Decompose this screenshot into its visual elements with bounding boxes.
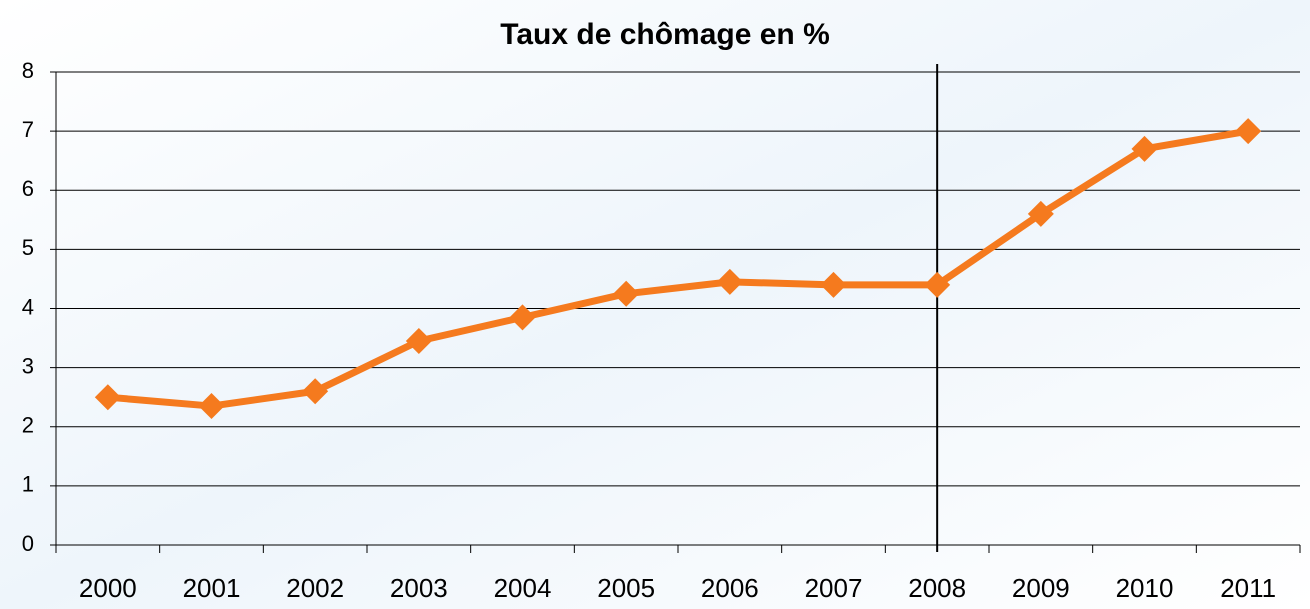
data-point xyxy=(1027,200,1054,227)
x-tick-label: 2010 xyxy=(1116,573,1174,603)
x-tick-label: 2005 xyxy=(597,573,655,603)
y-tick-label: 2 xyxy=(22,413,34,438)
x-tick-label: 2011 xyxy=(1220,573,1276,603)
x-tick-label: 2000 xyxy=(79,573,137,603)
data-point xyxy=(924,271,951,298)
data-point xyxy=(613,280,640,307)
x-tick-label: 2008 xyxy=(908,573,966,603)
x-tick-label: 2003 xyxy=(390,573,448,603)
data-point xyxy=(198,393,225,420)
x-tick-label: 2009 xyxy=(1012,573,1070,603)
y-tick-label: 1 xyxy=(22,472,34,497)
data-point xyxy=(820,271,847,298)
x-tick-label: 2001 xyxy=(183,573,241,603)
data-point xyxy=(1235,118,1262,145)
y-tick-label: 8 xyxy=(22,58,34,83)
y-tick-label: 4 xyxy=(22,294,34,319)
chart-title: Taux de chômage en % xyxy=(500,18,830,51)
data-line xyxy=(107,127,1249,410)
data-point xyxy=(1131,135,1158,162)
data-point xyxy=(716,268,743,295)
data-point xyxy=(302,378,329,405)
x-tick-label: 2002 xyxy=(286,573,344,603)
y-tick-label: 3 xyxy=(22,353,34,378)
x-tick-label: 2007 xyxy=(805,573,863,603)
y-tick-label: 5 xyxy=(22,235,34,260)
y-tick-label: 0 xyxy=(22,531,34,556)
data-point xyxy=(509,304,536,331)
y-tick-label: 6 xyxy=(22,176,34,201)
data-point xyxy=(94,384,121,411)
y-tick-label: 7 xyxy=(22,117,34,142)
x-tick-label: 2006 xyxy=(701,573,759,603)
data-point xyxy=(405,328,432,355)
x-tick-label: 2004 xyxy=(494,573,552,603)
